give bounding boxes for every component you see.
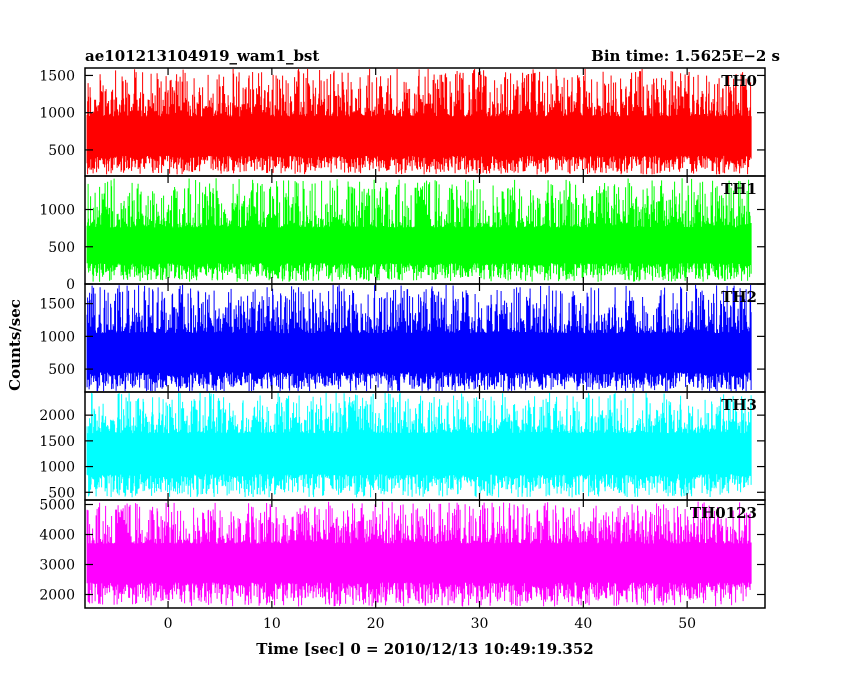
panel-th0: 500 1000 1500 TH0 <box>39 67 766 177</box>
panel-th3: 500 1000 1500 2000 TH3 <box>39 391 766 501</box>
y-tick-label: 1000 <box>39 460 75 476</box>
y-tick-label: 5000 <box>39 498 75 514</box>
x-tick-label: 40 <box>574 616 592 632</box>
x-tick-label: 0 <box>164 616 173 632</box>
panel-label-th0: TH0 <box>721 72 757 90</box>
bin-time-label: Bin time: 1.5625E−2 s <box>591 47 780 65</box>
panel-th0123: 2000 3000 4000 5000 TH0123 <box>39 498 766 609</box>
x-axis: 0 10 20 30 40 50 <box>164 616 696 632</box>
y-tick-label: 1000 <box>39 329 75 345</box>
panel-label-th2: TH2 <box>721 288 757 306</box>
y-tick-label: 2000 <box>39 408 75 424</box>
y-tick-label: 2000 <box>39 588 75 604</box>
y-tick-label: 1000 <box>39 106 75 122</box>
series-th3-line <box>86 393 752 498</box>
series-th0-line <box>86 69 752 175</box>
panel-th1: 0 500 1000 TH1 <box>39 175 766 293</box>
y-tick-label: 1500 <box>39 434 75 450</box>
series-th2-line <box>86 285 752 391</box>
chart-title: ae101213104919_wam1_bst <box>85 47 319 65</box>
panel-label-th0123: TH0123 <box>690 504 757 522</box>
y-tick-label: 1500 <box>39 297 75 313</box>
y-axis-label: Counts/sec <box>6 299 24 391</box>
y-tick-label: 0 <box>66 277 75 293</box>
panel-th2: 500 1000 1500 TH2 <box>39 283 766 393</box>
x-tick-label: 20 <box>367 616 385 632</box>
y-tick-label: 500 <box>48 240 75 256</box>
panel-frame <box>84 499 766 609</box>
x-tick-label: 50 <box>678 616 696 632</box>
panel-label-th3: TH3 <box>721 396 757 414</box>
series-th0123-line <box>86 501 752 607</box>
x-axis-label: Time [sec] 0 = 2010/12/13 10:49:19.352 <box>256 640 593 658</box>
series-th1-line <box>86 178 752 282</box>
y-tick-label: 1500 <box>39 68 75 84</box>
y-tick-label: 500 <box>48 362 75 378</box>
y-tick-label: 500 <box>48 143 75 159</box>
panel-label-th1: TH1 <box>721 180 757 198</box>
y-tick-label: 1000 <box>39 203 75 219</box>
y-tick-label: 4000 <box>39 528 75 544</box>
y-tick-label: 3000 <box>39 558 75 574</box>
y-tick-label: 500 <box>48 485 75 501</box>
x-tick-label: 30 <box>471 616 489 632</box>
x-tick-label: 10 <box>263 616 281 632</box>
